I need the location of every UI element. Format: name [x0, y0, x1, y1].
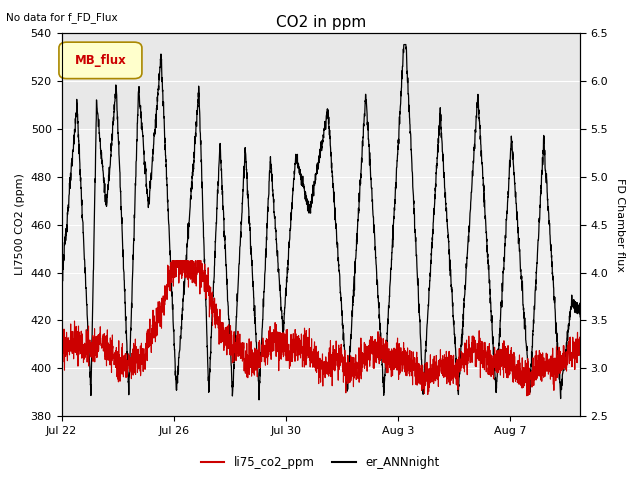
- Text: MB_flux: MB_flux: [74, 54, 126, 67]
- Text: No data for f_FD_Flux: No data for f_FD_Flux: [6, 12, 118, 23]
- FancyBboxPatch shape: [59, 42, 142, 79]
- Title: CO2 in ppm: CO2 in ppm: [276, 15, 366, 30]
- Y-axis label: LI7500 CO2 (ppm): LI7500 CO2 (ppm): [15, 174, 25, 276]
- Y-axis label: FD Chamber flux: FD Chamber flux: [615, 178, 625, 272]
- Bar: [61, 129, 580, 321]
- Legend: li75_co2_ppm, er_ANNnight: li75_co2_ppm, er_ANNnight: [196, 452, 444, 474]
